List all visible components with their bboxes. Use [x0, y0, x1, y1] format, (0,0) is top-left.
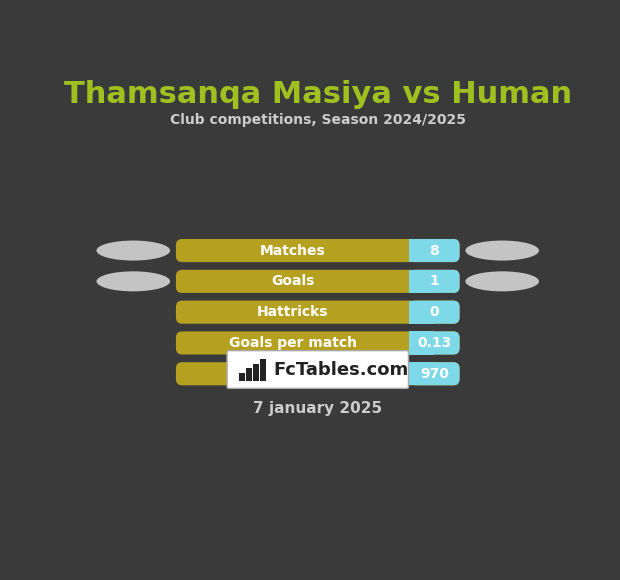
Bar — [409, 362, 435, 385]
FancyBboxPatch shape — [227, 351, 409, 389]
FancyBboxPatch shape — [409, 300, 459, 324]
Text: Thamsanqa Masiya vs Human: Thamsanqa Masiya vs Human — [64, 79, 572, 108]
FancyBboxPatch shape — [176, 300, 459, 324]
Ellipse shape — [466, 271, 539, 291]
FancyBboxPatch shape — [176, 270, 459, 293]
Bar — [409, 270, 435, 293]
Text: Min per goal: Min per goal — [244, 367, 342, 380]
FancyBboxPatch shape — [409, 331, 459, 354]
FancyBboxPatch shape — [176, 331, 459, 354]
Text: Goals per match: Goals per match — [229, 336, 356, 350]
Bar — [409, 239, 435, 262]
Text: Goals: Goals — [271, 274, 314, 288]
Bar — [409, 300, 435, 324]
Text: 1: 1 — [430, 274, 439, 288]
FancyBboxPatch shape — [176, 239, 459, 262]
Text: Matches: Matches — [260, 244, 326, 258]
Text: FcTables.com: FcTables.com — [273, 361, 409, 379]
Text: 0: 0 — [430, 305, 439, 319]
Ellipse shape — [97, 241, 170, 260]
Text: 7 january 2025: 7 january 2025 — [253, 401, 383, 416]
FancyBboxPatch shape — [409, 362, 459, 385]
Bar — [247, 368, 252, 380]
Text: Hattricks: Hattricks — [257, 305, 329, 319]
Bar — [239, 373, 245, 380]
Bar — [409, 331, 435, 354]
FancyBboxPatch shape — [409, 270, 459, 293]
Text: 8: 8 — [430, 244, 439, 258]
Ellipse shape — [466, 241, 539, 260]
FancyBboxPatch shape — [409, 239, 459, 262]
Text: 970: 970 — [420, 367, 449, 380]
Text: Club competitions, Season 2024/2025: Club competitions, Season 2024/2025 — [170, 113, 466, 126]
FancyBboxPatch shape — [176, 362, 459, 385]
Ellipse shape — [97, 271, 170, 291]
Text: 0.13: 0.13 — [417, 336, 451, 350]
Bar — [254, 364, 259, 380]
Bar — [260, 359, 266, 380]
